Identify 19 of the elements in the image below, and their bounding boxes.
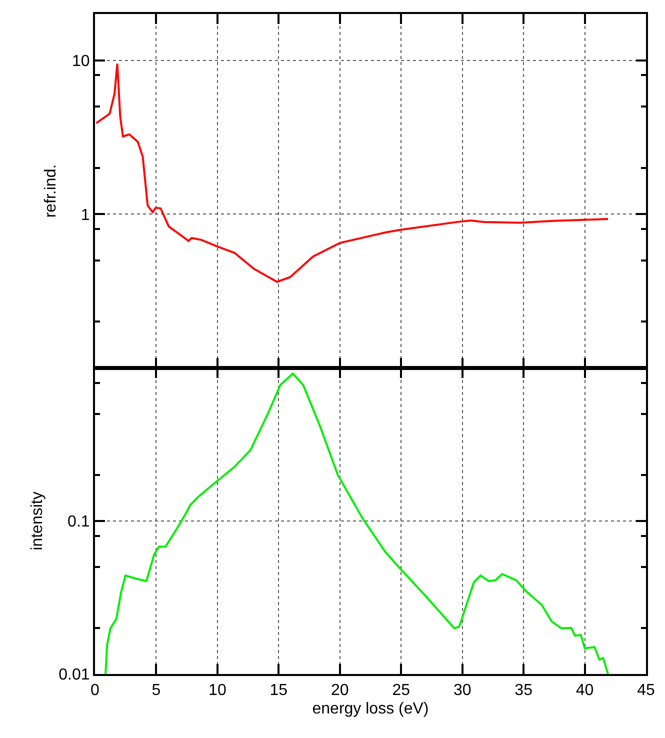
- x-tick-label: 5: [152, 682, 161, 700]
- line-series: [104, 372, 610, 674]
- y-tick-label: 0.01: [58, 666, 90, 684]
- x-tick-label: 10: [208, 682, 226, 700]
- y-tick-label: 0.1: [68, 514, 90, 531]
- y-axis-title: refr.ind.: [42, 164, 60, 218]
- x-tick-label: 25: [392, 682, 410, 700]
- y-tick-label: 1: [80, 206, 90, 224]
- line-series: [95, 62, 610, 283]
- x-tick-label: 30: [453, 682, 472, 700]
- x-tick-label: 45: [637, 682, 655, 700]
- x-axis-title: energy loss (eV): [312, 700, 429, 718]
- x-tick-label: 20: [330, 682, 349, 700]
- y-axis-title: intensity: [29, 492, 46, 550]
- x-tick-label: 40: [576, 682, 594, 700]
- y-tick-label: 10: [72, 52, 90, 70]
- x-tick-label: 35: [514, 682, 533, 700]
- x-tick-label: 15: [270, 682, 288, 700]
- x-tick-label: 0: [90, 682, 100, 700]
